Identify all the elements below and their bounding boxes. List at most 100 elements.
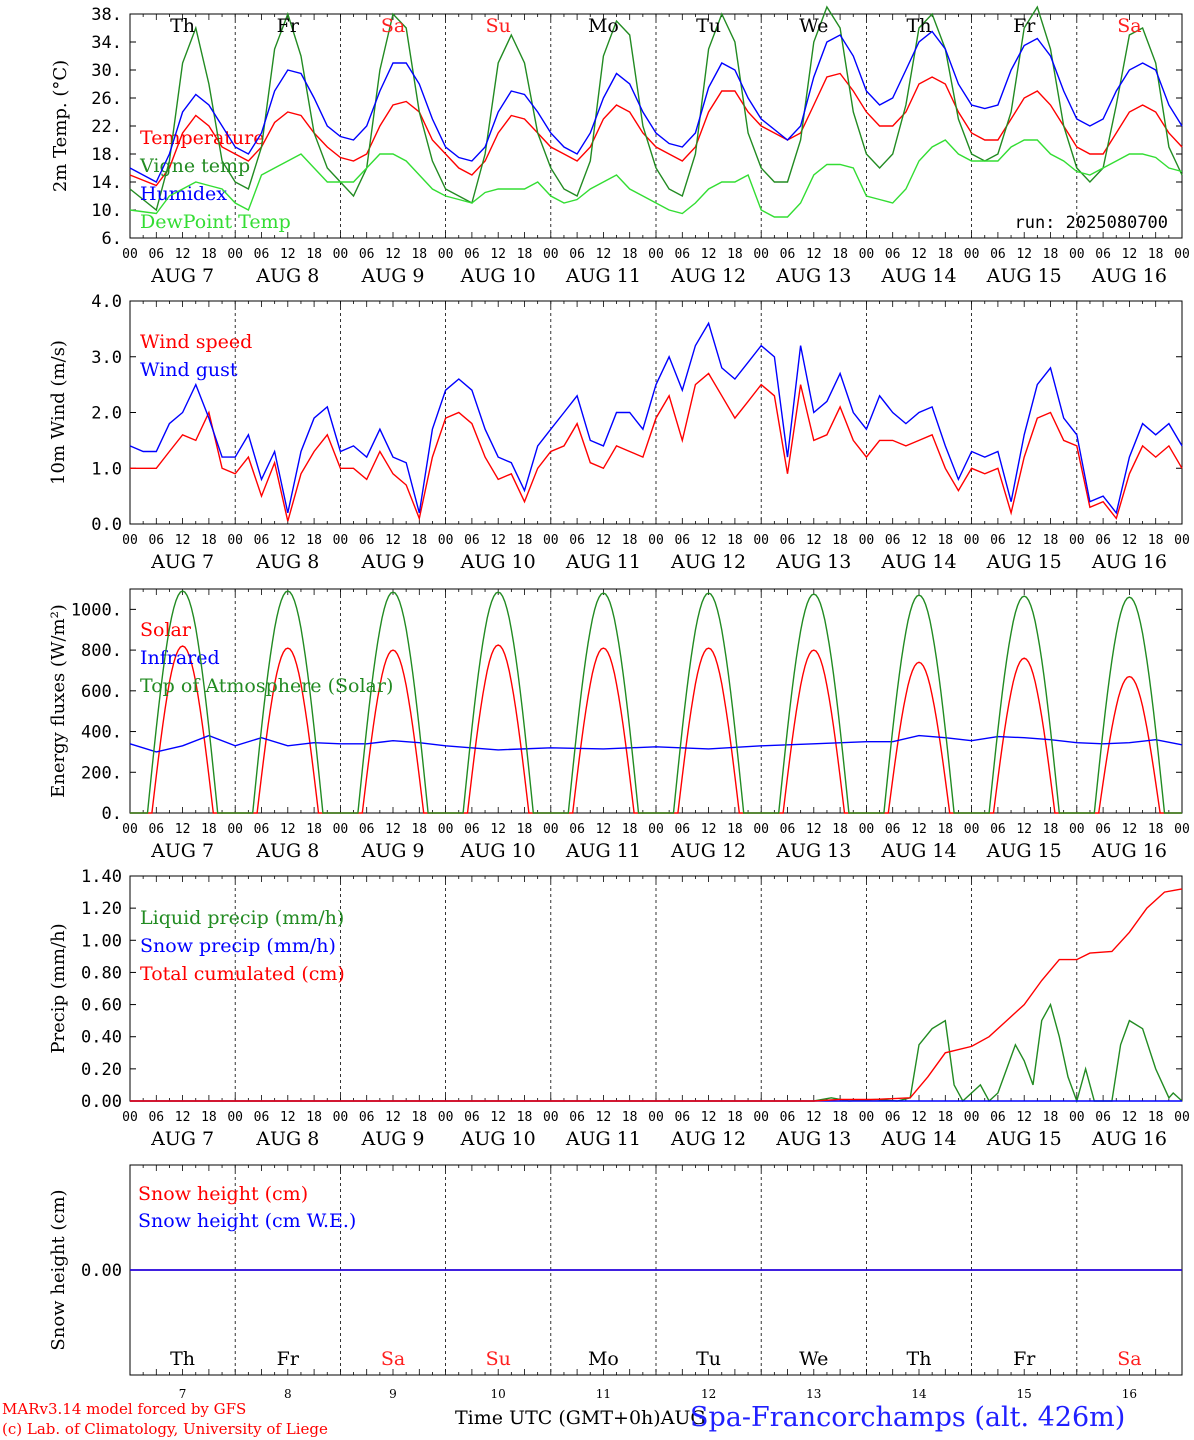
hour-label: 06	[990, 822, 1006, 837]
y-tick-label: 1.20	[81, 899, 122, 919]
date-label: AUG 16	[1091, 265, 1167, 287]
hour-label: 00	[122, 247, 138, 262]
hour-label: 12	[911, 533, 927, 548]
hour-label: 06	[148, 247, 164, 262]
y-axis-label: 10m Wind (m/s)	[48, 340, 69, 485]
date-label: AUG 15	[986, 551, 1062, 573]
date-label: AUG 12	[670, 1128, 746, 1150]
series-line-top-of-atmosphere-solar-	[130, 590, 1182, 814]
series-line-temperature	[129, 72, 1183, 187]
hour-label: 00	[438, 822, 454, 837]
y-tick-label: 1000.	[71, 600, 122, 620]
weekday-label: Fr	[1013, 1348, 1036, 1370]
hour-label: 00	[964, 533, 980, 548]
hour-label: 00	[438, 533, 454, 548]
hour-label: 00	[543, 822, 559, 837]
day-number-label: 11	[596, 1387, 611, 1401]
hour-label: 18	[832, 533, 848, 548]
date-label: AUG 14	[880, 1128, 956, 1150]
hour-label: 18	[727, 1110, 743, 1125]
hour-label: 00	[1069, 1110, 1085, 1125]
legend-entry: DewPoint Temp	[140, 211, 291, 233]
hour-label: 12	[911, 1110, 927, 1125]
hour-label: 12	[385, 247, 401, 262]
y-tick-label: 30.	[91, 61, 122, 81]
weekday-label: Fr	[1013, 15, 1036, 37]
hour-label: 12	[280, 247, 296, 262]
hour-label: 00	[1174, 822, 1190, 837]
y-tick-label: 14.	[91, 173, 122, 193]
date-label: AUG 9	[360, 265, 424, 287]
series-line-wind-speed	[130, 372, 1183, 522]
y-tick-label: 3.0	[91, 348, 122, 368]
hour-label: 06	[464, 247, 480, 262]
y-tick-label: 0.	[102, 804, 122, 824]
hour-label: 06	[359, 533, 375, 548]
hour-label: 12	[806, 533, 822, 548]
hour-label: 18	[517, 822, 533, 837]
hour-label: 18	[727, 822, 743, 837]
hour-label: 18	[411, 247, 427, 262]
hour-label: 06	[990, 247, 1006, 262]
hour-label: 00	[753, 247, 769, 262]
date-label: AUG 16	[1091, 1128, 1167, 1150]
date-label: AUG 15	[986, 1128, 1062, 1150]
day-number-label: 10	[491, 1387, 506, 1401]
legend-entry: Infrared	[140, 647, 220, 669]
hour-label: 06	[1095, 247, 1111, 262]
hour-label: 12	[175, 1110, 191, 1125]
hour-label: 12	[1016, 1110, 1032, 1125]
lab-credit: (c) Lab. of Climatology, University of L…	[2, 1420, 328, 1438]
series-line-infrared	[129, 734, 1183, 753]
day-number-label: 9	[389, 1387, 397, 1401]
hour-label: 06	[359, 247, 375, 262]
hour-label: 18	[937, 822, 953, 837]
hour-label: 18	[201, 533, 217, 548]
date-label: AUG 15	[986, 840, 1062, 862]
hour-label: 06	[254, 247, 270, 262]
date-label: AUG 16	[1091, 551, 1167, 573]
hour-label: 18	[201, 1110, 217, 1125]
hour-label: 00	[859, 822, 875, 837]
hour-label: 06	[674, 533, 690, 548]
series-line-vigne-temp	[129, 5, 1183, 212]
hour-label: 18	[937, 533, 953, 548]
y-tick-label: 200.	[81, 763, 122, 783]
panel-5: 0.00 Snow height (cm) Snow height (cm) Snow…	[48, 1164, 1183, 1401]
hour-label: 18	[622, 533, 638, 548]
y-axis-label: Precip (mm/h)	[48, 923, 69, 1053]
weekday-label: Sa	[1117, 15, 1141, 37]
date-label: AUG 13	[775, 265, 851, 287]
hour-label: 06	[254, 822, 270, 837]
legend-entry: Solar	[140, 619, 192, 641]
hour-label: 06	[990, 1110, 1006, 1125]
hour-label: 12	[806, 1110, 822, 1125]
model-credit: MARv3.14 model forced by GFS	[2, 1400, 247, 1418]
hour-label: 06	[569, 1110, 585, 1125]
hour-label: 18	[1148, 822, 1164, 837]
hour-label: 12	[911, 247, 927, 262]
date-label: AUG 7	[150, 265, 214, 287]
hour-label: 06	[148, 1110, 164, 1125]
hour-label: 18	[411, 822, 427, 837]
hour-label: 12	[280, 822, 296, 837]
legend-entry: Wind speed	[140, 331, 252, 353]
date-label: AUG 13	[775, 551, 851, 573]
hour-label: 00	[438, 1110, 454, 1125]
hour-label: 06	[569, 822, 585, 837]
hour-label: 12	[490, 533, 506, 548]
hour-label: 00	[964, 247, 980, 262]
hour-label: 00	[333, 1110, 349, 1125]
hour-label: 18	[937, 247, 953, 262]
y-tick-label: 400.	[81, 723, 122, 743]
hour-label: 18	[411, 1110, 427, 1125]
weekday-label: Fr	[277, 15, 300, 37]
hour-label: 12	[701, 533, 717, 548]
hour-label: 06	[569, 533, 585, 548]
date-label: AUG 7	[150, 1128, 214, 1150]
y-tick-label: 0.60	[81, 996, 122, 1016]
hour-label: 00	[1174, 247, 1190, 262]
hour-label: 00	[648, 533, 664, 548]
date-label: AUG 13	[775, 1128, 851, 1150]
